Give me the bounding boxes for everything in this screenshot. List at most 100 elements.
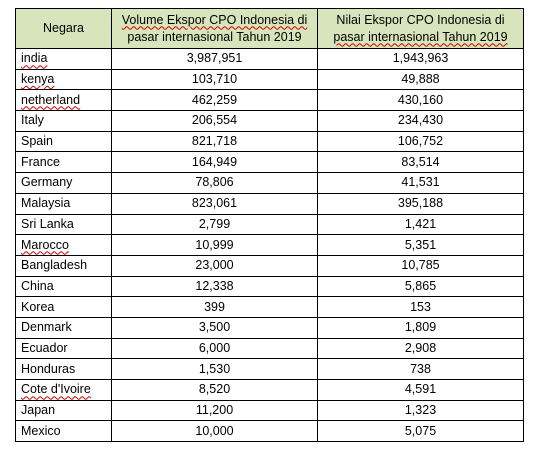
table-row: Mexico 10,000 5,075 bbox=[15, 420, 524, 443]
country-name: india bbox=[21, 51, 48, 66]
value-cell: 1,943,963 bbox=[317, 48, 524, 70]
header-volume-text1: Volume Ekspor CPO Indonesia di bbox=[121, 12, 308, 27]
volume-cell: 2,799 bbox=[111, 213, 318, 236]
volume-cell: 78,806 bbox=[111, 172, 318, 194]
export-table: Negara Volume Ekspor CPO Indonesia di pa… bbox=[15, 8, 524, 443]
table-row: kenya 103,710 49,888 bbox=[15, 68, 524, 91]
country-cell: China bbox=[15, 275, 112, 298]
country-name: Bangladesh bbox=[21, 258, 88, 273]
country-cell: india bbox=[15, 48, 112, 70]
table-row: Honduras 1,530 738 bbox=[15, 358, 524, 380]
table-row: Malaysia 823,061 395,188 bbox=[15, 192, 524, 215]
value-cell: 430,160 bbox=[317, 89, 524, 112]
value-cell: 106,752 bbox=[317, 130, 524, 153]
value-cell: 1,809 bbox=[317, 316, 524, 339]
country-cell: France bbox=[15, 151, 112, 174]
volume-cell: 11,200 bbox=[111, 399, 318, 422]
volume-cell: 23,000 bbox=[111, 254, 318, 277]
country-name: Marocco bbox=[21, 237, 69, 252]
country-name: Mexico bbox=[21, 423, 61, 438]
country-cell: Honduras bbox=[15, 358, 112, 380]
table-row: Korea 399 153 bbox=[15, 296, 524, 318]
volume-cell: 103,710 bbox=[111, 68, 318, 91]
table-row: Denmark 3,500 1,809 bbox=[15, 316, 524, 339]
country-cell: Denmark bbox=[15, 316, 112, 339]
table-row: Spain 821,718 106,752 bbox=[15, 130, 524, 153]
value-cell: 1,323 bbox=[317, 399, 524, 422]
country-name: Spain bbox=[21, 134, 53, 149]
value-cell: 49,888 bbox=[317, 68, 524, 91]
header-value-text2: pasar internasional Tahun 2019 bbox=[333, 29, 508, 44]
country-cell: Sri Lanka bbox=[15, 213, 112, 236]
country-cell: Malaysia bbox=[15, 192, 112, 215]
table-row: France 164,949 83,514 bbox=[15, 151, 524, 174]
country-cell: kenya bbox=[15, 68, 112, 91]
table-row: Germany 78,806 41,531 bbox=[15, 172, 524, 194]
country-name: China bbox=[21, 278, 54, 293]
value-cell: 153 bbox=[317, 296, 524, 318]
volume-cell: 12,338 bbox=[111, 275, 318, 298]
country-name: Ecuador bbox=[21, 340, 68, 355]
table-row: Cote d'Ivoire 8,520 4,591 bbox=[15, 379, 524, 401]
value-cell: 395,188 bbox=[317, 192, 524, 215]
table-row: Bangladesh 23,000 10,785 bbox=[15, 254, 524, 277]
value-cell: 4,591 bbox=[317, 379, 524, 401]
header-volume-text2: pasar internasional Tahun 2019 bbox=[127, 29, 302, 44]
header-country-label: Negara bbox=[43, 21, 84, 35]
volume-cell: 10,999 bbox=[111, 234, 318, 256]
table-row: netherland 462,259 430,160 bbox=[15, 89, 524, 112]
volume-cell: 8,520 bbox=[111, 379, 318, 401]
header-value: Nilai Ekspor CPO Indonesia di pasar inte… bbox=[317, 8, 524, 49]
country-name: Korea bbox=[21, 299, 55, 314]
volume-cell: 823,061 bbox=[111, 192, 318, 215]
value-cell: 5,075 bbox=[317, 420, 524, 443]
table-row: Marocco 10,999 5,351 bbox=[15, 234, 524, 256]
volume-cell: 6,000 bbox=[111, 337, 318, 360]
value-cell: 2,908 bbox=[317, 337, 524, 360]
volume-cell: 3,500 bbox=[111, 316, 318, 339]
country-name: Germany bbox=[21, 175, 73, 190]
country-cell: Italy bbox=[15, 110, 112, 132]
country-name: Malaysia bbox=[21, 196, 71, 211]
header-value-line2: pasar internasional Tahun 2019 bbox=[320, 29, 521, 46]
volume-cell: 821,718 bbox=[111, 130, 318, 153]
value-cell: 41,531 bbox=[317, 172, 524, 194]
header-value-text1: Nilai Ekspor CPO Indonesia di bbox=[336, 12, 505, 27]
country-cell: Bangladesh bbox=[15, 254, 112, 277]
value-cell: 234,430 bbox=[317, 110, 524, 132]
value-cell: 738 bbox=[317, 358, 524, 380]
country-cell: Germany bbox=[15, 172, 112, 194]
value-cell: 5,351 bbox=[317, 234, 524, 256]
country-name: Italy bbox=[21, 113, 44, 128]
value-cell: 10,785 bbox=[317, 254, 524, 277]
table-row: Japan 11,200 1,323 bbox=[15, 399, 524, 422]
country-cell: Japan bbox=[15, 399, 112, 422]
value-cell: 1,421 bbox=[317, 213, 524, 236]
header-row: Negara Volume Ekspor CPO Indonesia di pa… bbox=[15, 8, 524, 49]
country-cell: Marocco bbox=[15, 234, 112, 256]
value-cell: 83,514 bbox=[317, 151, 524, 174]
table-row: Ecuador 6,000 2,908 bbox=[15, 337, 524, 360]
country-name: Sri Lanka bbox=[21, 216, 74, 231]
country-name: kenya bbox=[21, 72, 55, 87]
volume-cell: 3,987,951 bbox=[111, 48, 318, 70]
header-value-line1: Nilai Ekspor CPO Indonesia di bbox=[320, 12, 521, 29]
country-cell: Mexico bbox=[15, 420, 112, 443]
country-cell: Korea bbox=[15, 296, 112, 318]
country-name: Cote d'Ivoire bbox=[21, 382, 91, 397]
country-name: Japan bbox=[21, 403, 56, 418]
value-cell: 5,865 bbox=[317, 275, 524, 298]
table-row: Sri Lanka 2,799 1,421 bbox=[15, 213, 524, 236]
country-name: Denmark bbox=[21, 320, 72, 335]
table-row: China 12,338 5,865 bbox=[15, 275, 524, 298]
country-cell: netherland bbox=[15, 89, 112, 112]
header-volume-line2: pasar internasional Tahun 2019 bbox=[114, 29, 315, 46]
table-body: india 3,987,951 1,943,963 kenya 103,710 49,88… bbox=[15, 48, 524, 443]
header-volume-line1: Volume Ekspor CPO Indonesia di bbox=[114, 12, 315, 29]
volume-cell: 462,259 bbox=[111, 89, 318, 112]
country-cell: Cote d'Ivoire bbox=[15, 379, 112, 401]
table-header: Negara Volume Ekspor CPO Indonesia di pa… bbox=[15, 8, 524, 49]
table-row: Italy 206,554 234,430 bbox=[15, 110, 524, 132]
volume-cell: 164,949 bbox=[111, 151, 318, 174]
